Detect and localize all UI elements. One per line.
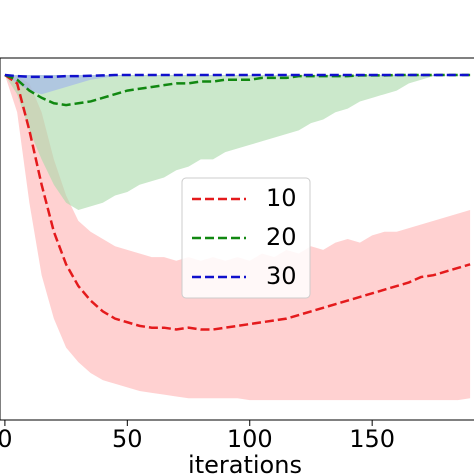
line [4,73,471,107]
x-tick-label: 150 [349,425,395,453]
confidence-band [4,75,471,401]
legend-label: 30 [266,262,297,290]
legend-label: 20 [266,223,297,251]
x-axis-label: iterations [188,451,302,474]
x-tick-label: 0 [0,425,13,453]
line [4,73,471,331]
plot-area [4,73,471,401]
x-tick-label: 100 [227,425,273,453]
confidence-band [4,75,471,211]
legend-label: 10 [266,184,297,212]
x-tick-label: 50 [112,425,143,453]
